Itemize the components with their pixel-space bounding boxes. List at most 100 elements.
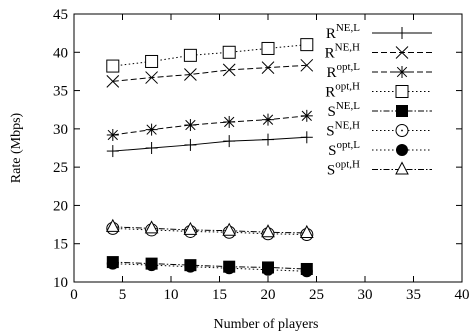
data-point: [106, 75, 120, 88]
series-4: [106, 256, 313, 275]
legend-item: RNE,L: [326, 22, 432, 42]
series-layer: [105, 38, 314, 278]
legend-item: RNE,H: [325, 42, 432, 62]
data-point: [106, 128, 119, 141]
data-point: [222, 45, 236, 59]
data-point: [396, 27, 408, 39]
series-line: [112, 263, 307, 272]
y-tick-label: 30: [53, 122, 68, 138]
x-tick-label: 25: [309, 287, 324, 303]
data-point: [106, 59, 120, 73]
series-0: [106, 131, 313, 158]
data-point: [396, 105, 408, 117]
x-tick-label: 0: [70, 287, 78, 303]
data-point: [300, 109, 313, 122]
data-point: [144, 220, 159, 234]
data-point: [396, 66, 408, 78]
x-tick-label: 15: [212, 287, 227, 303]
data-point: [299, 224, 314, 238]
legend-item: SNE,H: [326, 120, 432, 140]
legend-label: Ropt,L: [326, 61, 360, 81]
legend-label: SNE,H: [326, 120, 360, 140]
legend-item: Ropt,H: [325, 81, 432, 101]
legend-item: Sopt,H: [327, 159, 432, 179]
x-axis-label: Number of players: [214, 317, 319, 332]
legend-label: Sopt,L: [328, 139, 360, 159]
data-point: [106, 257, 119, 270]
series-1: [106, 58, 314, 88]
x-tick-label: 40: [455, 287, 470, 303]
x-tick-label: 30: [358, 287, 373, 303]
series-line: [112, 64, 307, 82]
legend-label: RNE,H: [325, 42, 360, 62]
legend-label: Sopt,H: [327, 159, 360, 179]
series-5: [106, 221, 314, 242]
legend-label: SNE,L: [328, 100, 361, 120]
data-point: [145, 54, 159, 68]
data-point: [222, 63, 236, 77]
data-point: [262, 263, 274, 276]
x-tick-label: 35: [406, 287, 421, 303]
axes: 0 5 10 15 20 25 30 35 40 10 15 20 25 30 35 40 45: [53, 7, 470, 303]
data-point: [145, 259, 158, 272]
data-point: [145, 71, 158, 84]
data-point: [300, 265, 313, 278]
legend-item: SNE,L: [328, 100, 432, 120]
data-point: [261, 41, 275, 55]
data-point: [184, 260, 197, 273]
data-point: [300, 131, 313, 144]
data-point: [184, 68, 197, 81]
series-2: [106, 109, 313, 141]
x-tick-label: 10: [164, 287, 179, 303]
data-point: [223, 115, 236, 128]
x-tick-label: 20: [261, 287, 276, 303]
y-tick-label: 45: [53, 7, 68, 23]
legend: RNE,LRNE,HRopt,LRopt,HSNE,LSNE,HSopt,LSo…: [325, 22, 432, 179]
data-point: [395, 85, 409, 98]
data-point: [395, 161, 409, 175]
series-line: [112, 44, 307, 67]
y-tick-label: 20: [53, 198, 68, 214]
y-tick-label: 40: [53, 45, 68, 61]
data-point: [183, 221, 198, 235]
data-point: [262, 133, 274, 146]
legend-label: RNE,L: [326, 22, 360, 42]
legend-item: Ropt,L: [326, 61, 432, 81]
series-line: [112, 136, 307, 152]
data-point: [261, 224, 275, 238]
series-line: [112, 115, 307, 136]
y-tick-label: 15: [53, 237, 68, 253]
y-tick-label: 35: [53, 84, 68, 100]
series-6: [106, 257, 313, 278]
data-point: [184, 119, 197, 132]
data-point: [262, 113, 274, 126]
data-point: [223, 135, 236, 148]
y-axis-label: Rate (Mbps): [9, 112, 24, 183]
data-point: [183, 48, 197, 62]
series-line: [112, 227, 307, 236]
data-point: [222, 222, 237, 236]
data-point: [261, 61, 275, 74]
y-tick-label: 25: [53, 160, 68, 176]
series-3: [106, 38, 314, 73]
series-7: [105, 218, 314, 238]
legend-label: Ropt,H: [325, 81, 360, 101]
data-point: [300, 58, 314, 72]
data-point: [396, 144, 408, 156]
data-point: [395, 46, 409, 59]
data-point: [223, 262, 236, 275]
data-point: [145, 142, 158, 154]
series-line: [112, 226, 307, 234]
series-line: [112, 261, 307, 270]
data-point: [395, 124, 409, 137]
y-tick-label: 10: [53, 275, 68, 291]
legend-item: Sopt,L: [328, 139, 432, 159]
data-point: [145, 123, 158, 136]
data-point: [184, 138, 197, 151]
data-point: [105, 218, 120, 232]
data-point: [106, 145, 119, 158]
x-tick-label: 5: [119, 287, 127, 303]
data-point: [300, 38, 314, 52]
